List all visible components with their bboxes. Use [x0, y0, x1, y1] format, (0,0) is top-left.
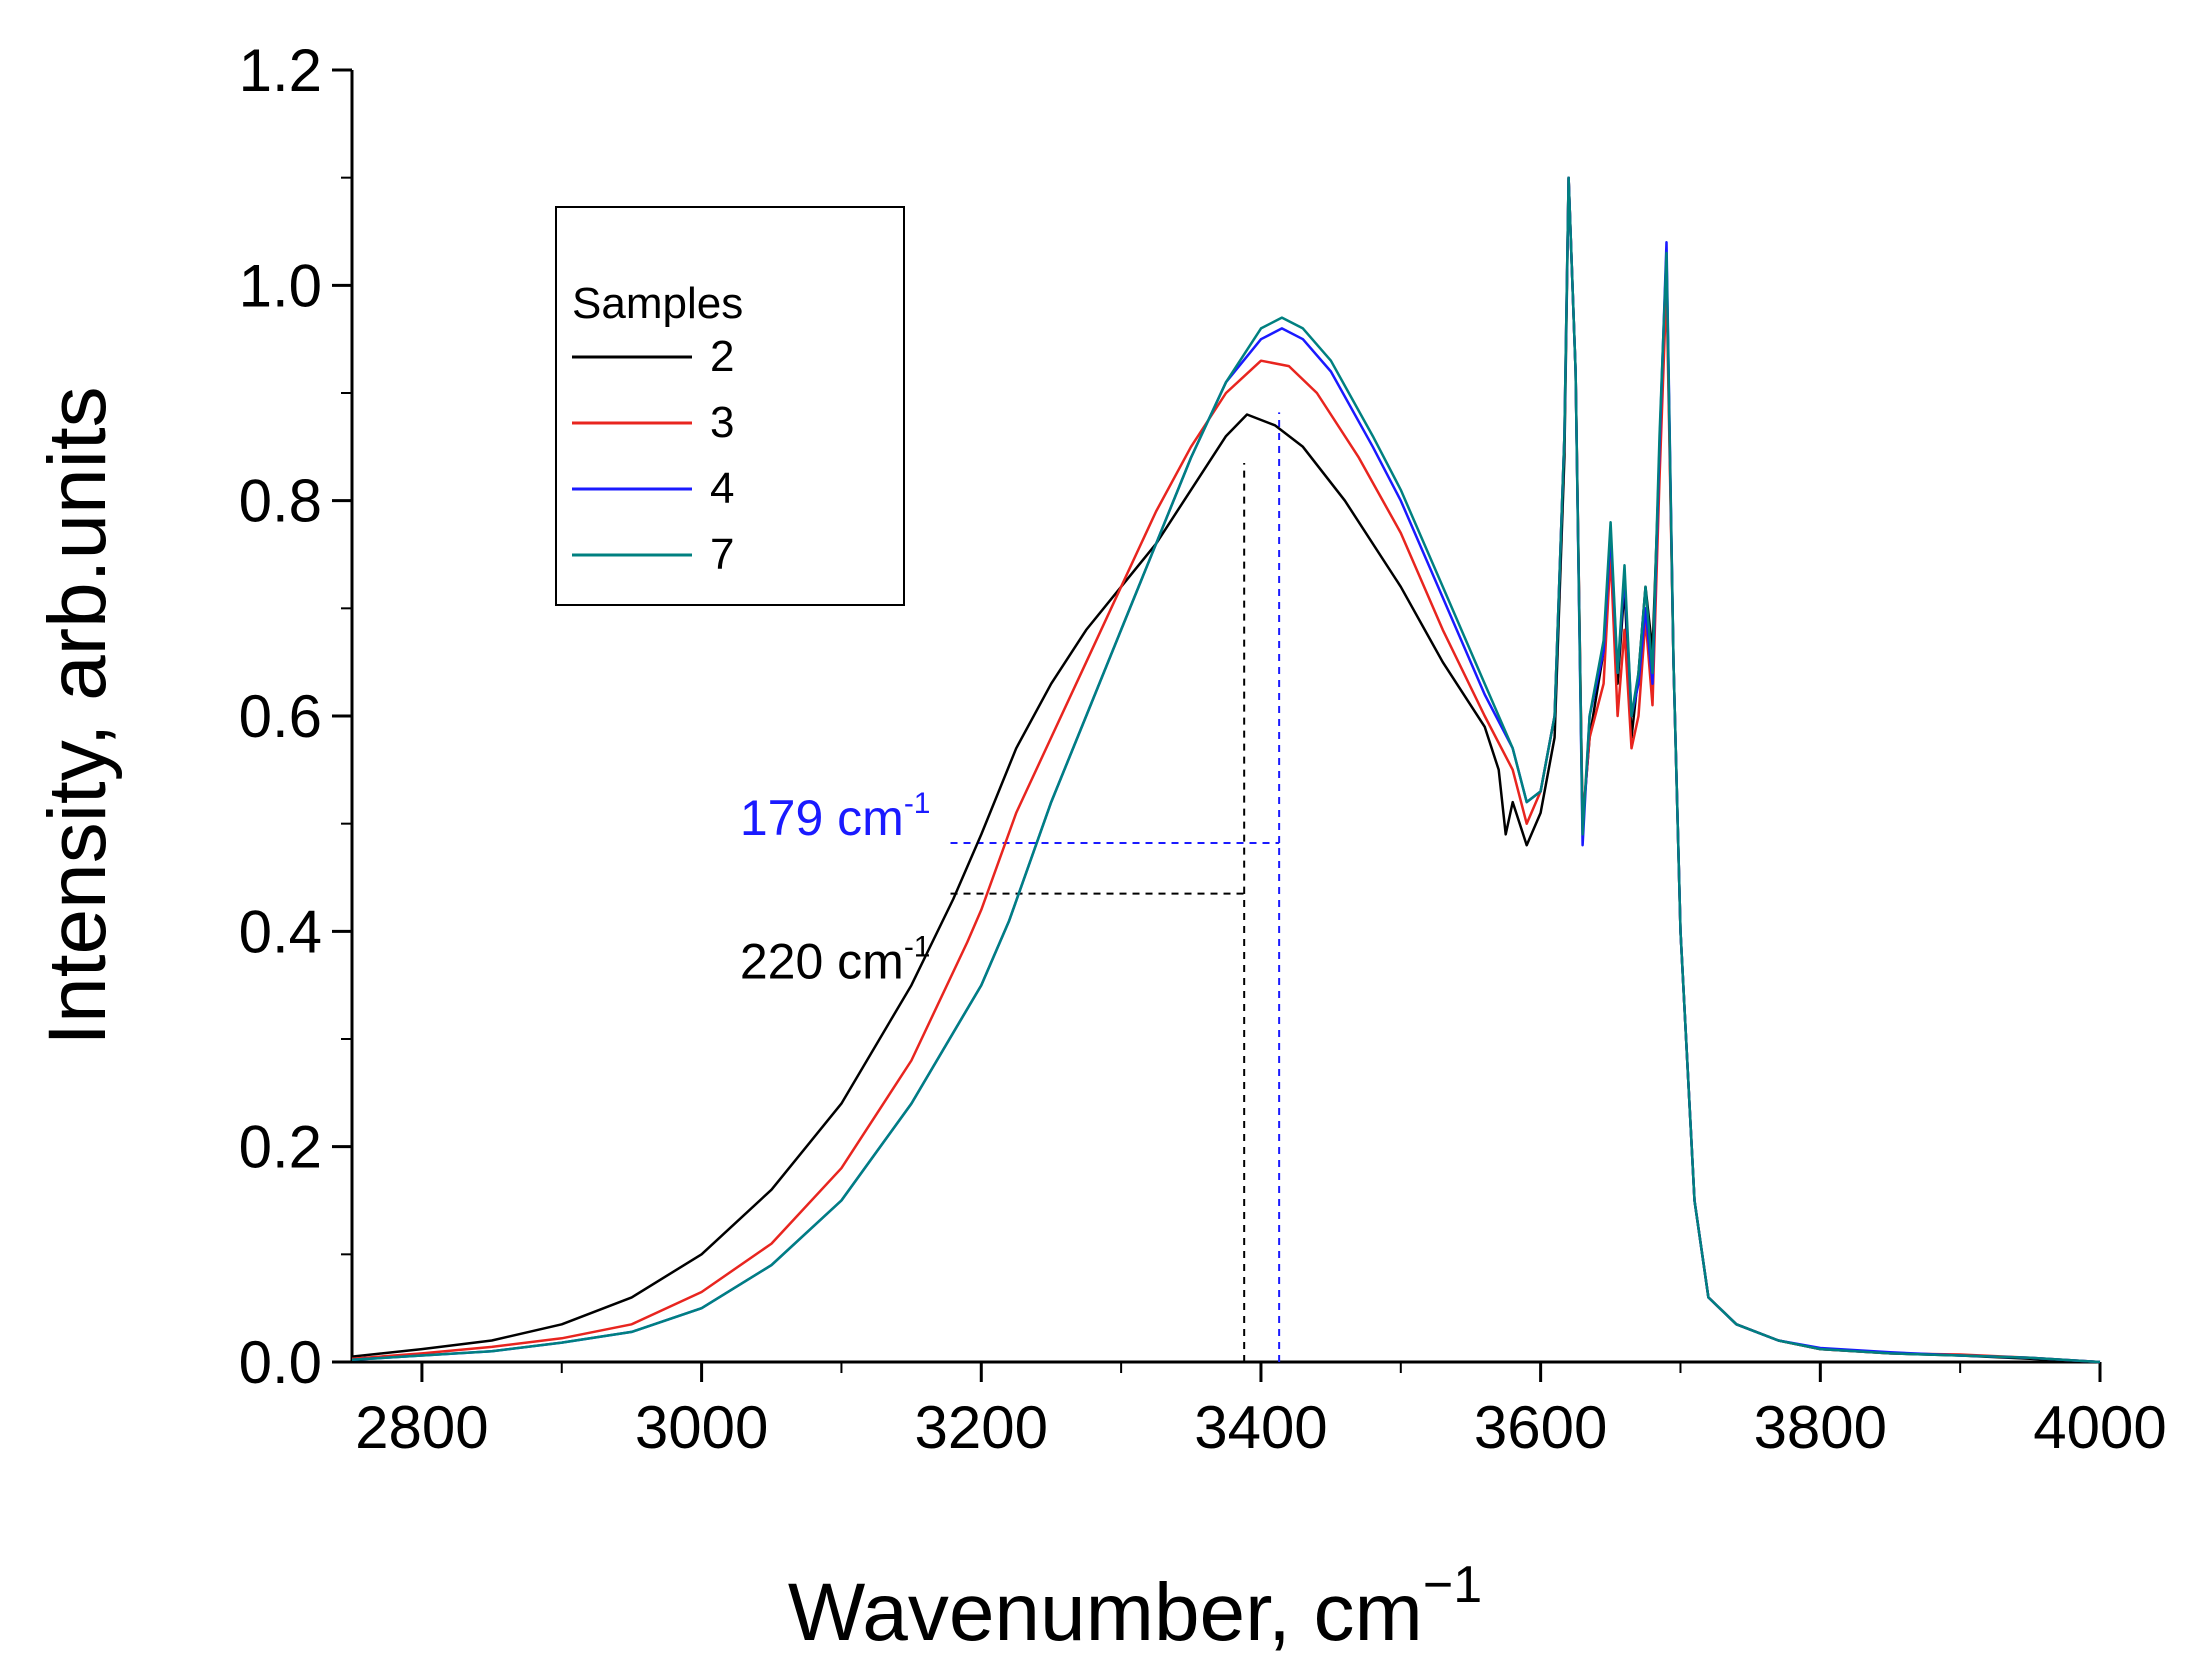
x-axis-title: Wavenumber, cm−1 — [788, 1556, 1482, 1658]
x-axis-title-superscript: −1 — [1423, 1556, 1482, 1614]
y-tick-label: 0.6 — [239, 683, 322, 750]
y-axis-title: Intensity, arb.units — [32, 386, 123, 1045]
legend-box — [555, 206, 905, 606]
legend-label-7: 7 — [710, 530, 734, 579]
x-tick-label: 2800 — [355, 1394, 488, 1461]
y-tick-label: 0.0 — [239, 1329, 322, 1396]
legend: Samples 2 3 4 7 — [555, 206, 905, 606]
series-group — [352, 176, 2101, 1364]
fwhm-sample-2-label: 220 cm-1 — [740, 931, 931, 990]
x-tick-label: 3200 — [915, 1394, 1048, 1461]
legend-label-4: 4 — [710, 464, 734, 513]
y-tick-label: 0.4 — [239, 898, 322, 965]
x-tick-label: 3000 — [635, 1394, 768, 1461]
x-tick-label: 3800 — [1754, 1394, 1887, 1461]
legend-label-2: 2 — [710, 332, 734, 381]
y-tick-label: 0.8 — [239, 468, 322, 535]
series-line-7 — [352, 176, 2101, 1364]
x-tick-label: 3600 — [1474, 1394, 1607, 1461]
axis-ticks — [332, 68, 2102, 1382]
tick-labels: 2800 3000 3200 3400 3600 3800 4000 0.0 0.2 0.4 0.6… — [239, 37, 2167, 1461]
y-tick-label: 1.0 — [239, 252, 322, 319]
legend-label-3: 3 — [710, 398, 734, 447]
y-tick-label: 1.2 — [239, 37, 322, 104]
x-tick-label: 3400 — [1194, 1394, 1327, 1461]
annotations: 220 cm-1 179 cm-1 — [740, 412, 1281, 1362]
fwhm-sample-4-label: 179 cm-1 — [740, 787, 931, 846]
y-tick-label: 0.2 — [239, 1114, 322, 1181]
x-tick-label: 4000 — [2033, 1394, 2166, 1461]
legend-title: Samples — [572, 279, 743, 328]
